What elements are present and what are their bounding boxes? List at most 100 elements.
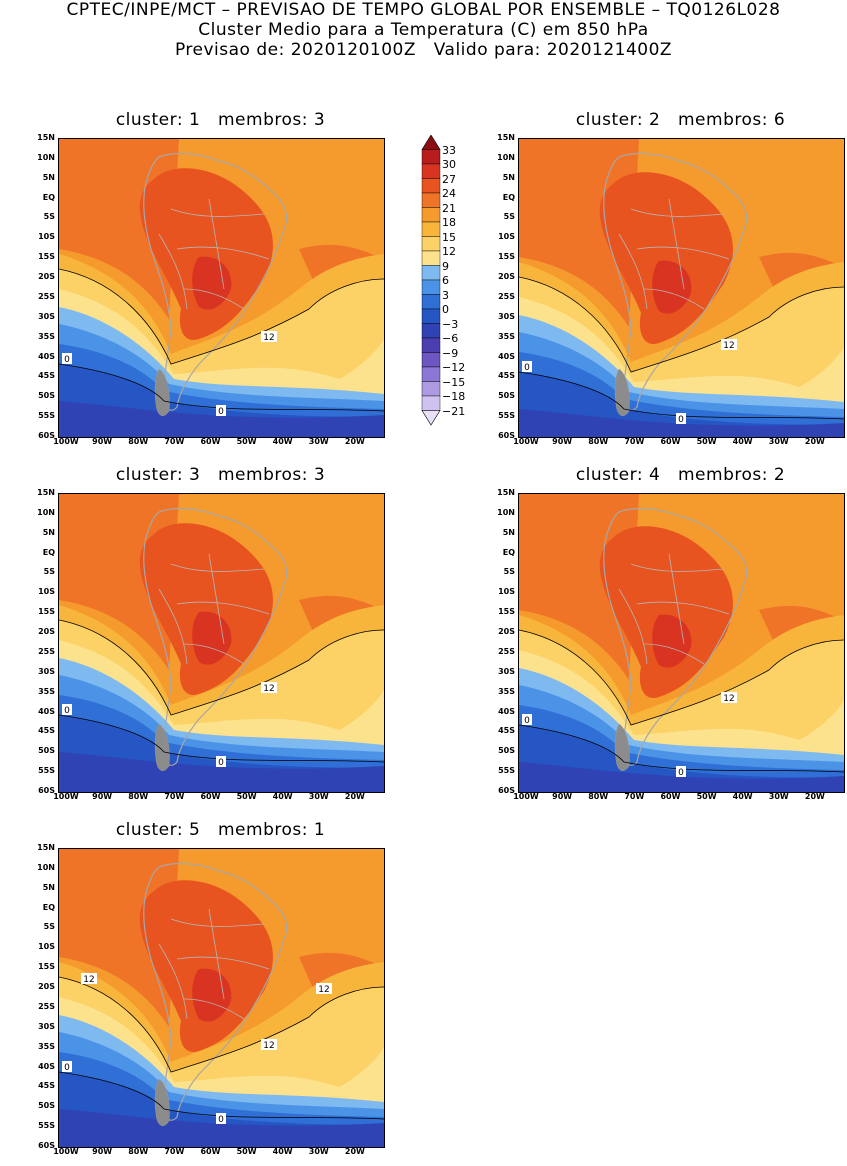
panel-title: cluster: 2 membros: 6 <box>575 110 786 130</box>
country-border <box>208 908 225 1000</box>
latitude-tick-label: 5S <box>503 212 515 222</box>
contour-label-bg <box>676 766 686 777</box>
latitude-tick-label: 10S <box>38 587 55 597</box>
longitude-tick-label: 80W <box>588 437 609 446</box>
latitude-tick-label: 55S <box>38 766 55 776</box>
country-border <box>158 943 188 1020</box>
map-panel-cluster-3: cluster: 3 membros: 3 12 0 0 15N 10N 5N EQ 5S 10S… <box>28 465 413 811</box>
longitude-tick-label: 100W <box>53 1147 79 1156</box>
longitude-tick-label: 70W <box>624 437 645 446</box>
country-border <box>183 288 245 310</box>
temperature-map: 12 0 0 <box>518 138 845 438</box>
latitude-tick-label: EQ <box>502 192 515 202</box>
country-border <box>170 208 265 217</box>
latitude-tick-label: 10N <box>37 152 55 162</box>
colorbar-swatch <box>421 337 441 353</box>
colorbar-label: −18 <box>442 390 466 403</box>
latitude-tick-label: 20S <box>38 272 55 282</box>
patagonia-landmass <box>154 723 170 771</box>
colorbar-swatch <box>421 395 441 411</box>
colorbar-label: 30 <box>442 158 456 171</box>
contour-label: 0 <box>64 1063 70 1073</box>
contour-12 <box>59 268 384 365</box>
contour-label: 12 <box>318 985 329 995</box>
latitude-tick-label: 35S <box>498 686 515 696</box>
temperature-map: 12 0 0 12 12 <box>58 848 385 1148</box>
longitude-tick-label: 20W <box>804 792 825 801</box>
colorbar-label: 12 <box>442 245 456 258</box>
contour-label: 0 <box>678 768 684 778</box>
country-border <box>643 288 705 310</box>
longitude-tick-label: 70W <box>164 792 185 801</box>
longitude-tick-label: 60W <box>200 792 221 801</box>
colorbar-swatch <box>421 192 441 208</box>
latitude-tick-label: 35S <box>38 1041 55 1051</box>
temperature-band <box>59 401 384 437</box>
latitude-tick-label: 45S <box>38 371 55 381</box>
longitude-tick-label: 50W <box>236 437 257 446</box>
country-border <box>158 233 188 310</box>
colorbar-swatch <box>421 308 441 324</box>
latitude-tick-label: 10N <box>497 507 515 517</box>
latitude-tick-label: 25S <box>498 291 515 301</box>
colorbar-bottom-arrow <box>421 410 441 426</box>
contour-label: 12 <box>723 694 734 704</box>
country-border <box>618 233 648 310</box>
latitude-tick-label: 5N <box>42 527 55 537</box>
temperature-band <box>519 409 844 437</box>
latitude-tick-label: 30S <box>498 311 515 321</box>
latitude-tick-label: 15N <box>497 488 515 497</box>
coastline <box>143 152 288 411</box>
patagonia-landmass <box>154 1078 170 1126</box>
colorbar-swatch <box>421 279 441 295</box>
latitude-tick-label: 5S <box>43 212 55 222</box>
colorbar-label: 3 <box>442 288 449 302</box>
patagonia-landmass <box>154 368 170 416</box>
latitude-tick-label: 15N <box>37 488 55 497</box>
longitude-tick-label: 80W <box>128 792 149 801</box>
contour-0 <box>59 714 384 763</box>
latitude-tick-label: 10S <box>38 232 55 242</box>
latitude-tick-label: 30S <box>38 666 55 676</box>
latitude-tick-label: 45S <box>38 1081 55 1091</box>
latitude-tick-label: 10N <box>497 152 515 162</box>
longitude-tick-label: 50W <box>696 792 717 801</box>
latitude-tick-label: 50S <box>498 391 515 401</box>
country-border <box>208 553 225 645</box>
contour-label: 12 <box>263 1041 274 1051</box>
latitude-tick-label: 20S <box>498 272 515 282</box>
colorbar-label: 0 <box>442 303 449 316</box>
latitude-tick-label: 30S <box>38 1021 55 1031</box>
longitude-tick-label: 50W <box>236 792 257 801</box>
latitude-tick-label: 50S <box>38 746 55 756</box>
colorbar-swatch <box>421 352 441 368</box>
country-border <box>636 601 730 615</box>
country-border <box>668 198 685 290</box>
contour-label-bg <box>261 1039 277 1050</box>
colorbar-svg <box>421 134 441 426</box>
colorbar-swatch <box>421 149 441 165</box>
temperature-map: 12 0 0 <box>58 138 385 438</box>
latitude-tick-label: 45S <box>498 726 515 736</box>
contour-12 <box>59 976 384 1073</box>
latitude-tick-label: 60S <box>498 786 515 795</box>
latitude-tick-label: 20S <box>38 982 55 992</box>
latitude-tick-label: 20S <box>498 627 515 637</box>
latitude-tick-label: 5S <box>43 922 55 932</box>
longitude-tick-label: 30W <box>308 437 329 446</box>
latitude-tick-label: 25S <box>498 646 515 656</box>
colorbar-swatch <box>421 163 441 179</box>
latitude-tick-label: 20S <box>38 627 55 637</box>
temperature-map: 12 0 0 <box>58 493 385 793</box>
contour-label: 12 <box>723 341 734 351</box>
panel-title: cluster: 1 membros: 3 <box>115 110 326 130</box>
latitude-tick-label: 15N <box>497 133 515 142</box>
contour-label: 0 <box>524 363 530 373</box>
latitude-tick-label: 5S <box>503 567 515 577</box>
latitude-tick-label: 15S <box>38 252 55 262</box>
latitude-tick-label: 35S <box>498 331 515 341</box>
contour-label-bg <box>721 339 737 350</box>
latitude-tick-label: 50S <box>498 746 515 756</box>
contour-label-bg <box>676 413 686 424</box>
colorbar-swatch <box>421 236 441 252</box>
